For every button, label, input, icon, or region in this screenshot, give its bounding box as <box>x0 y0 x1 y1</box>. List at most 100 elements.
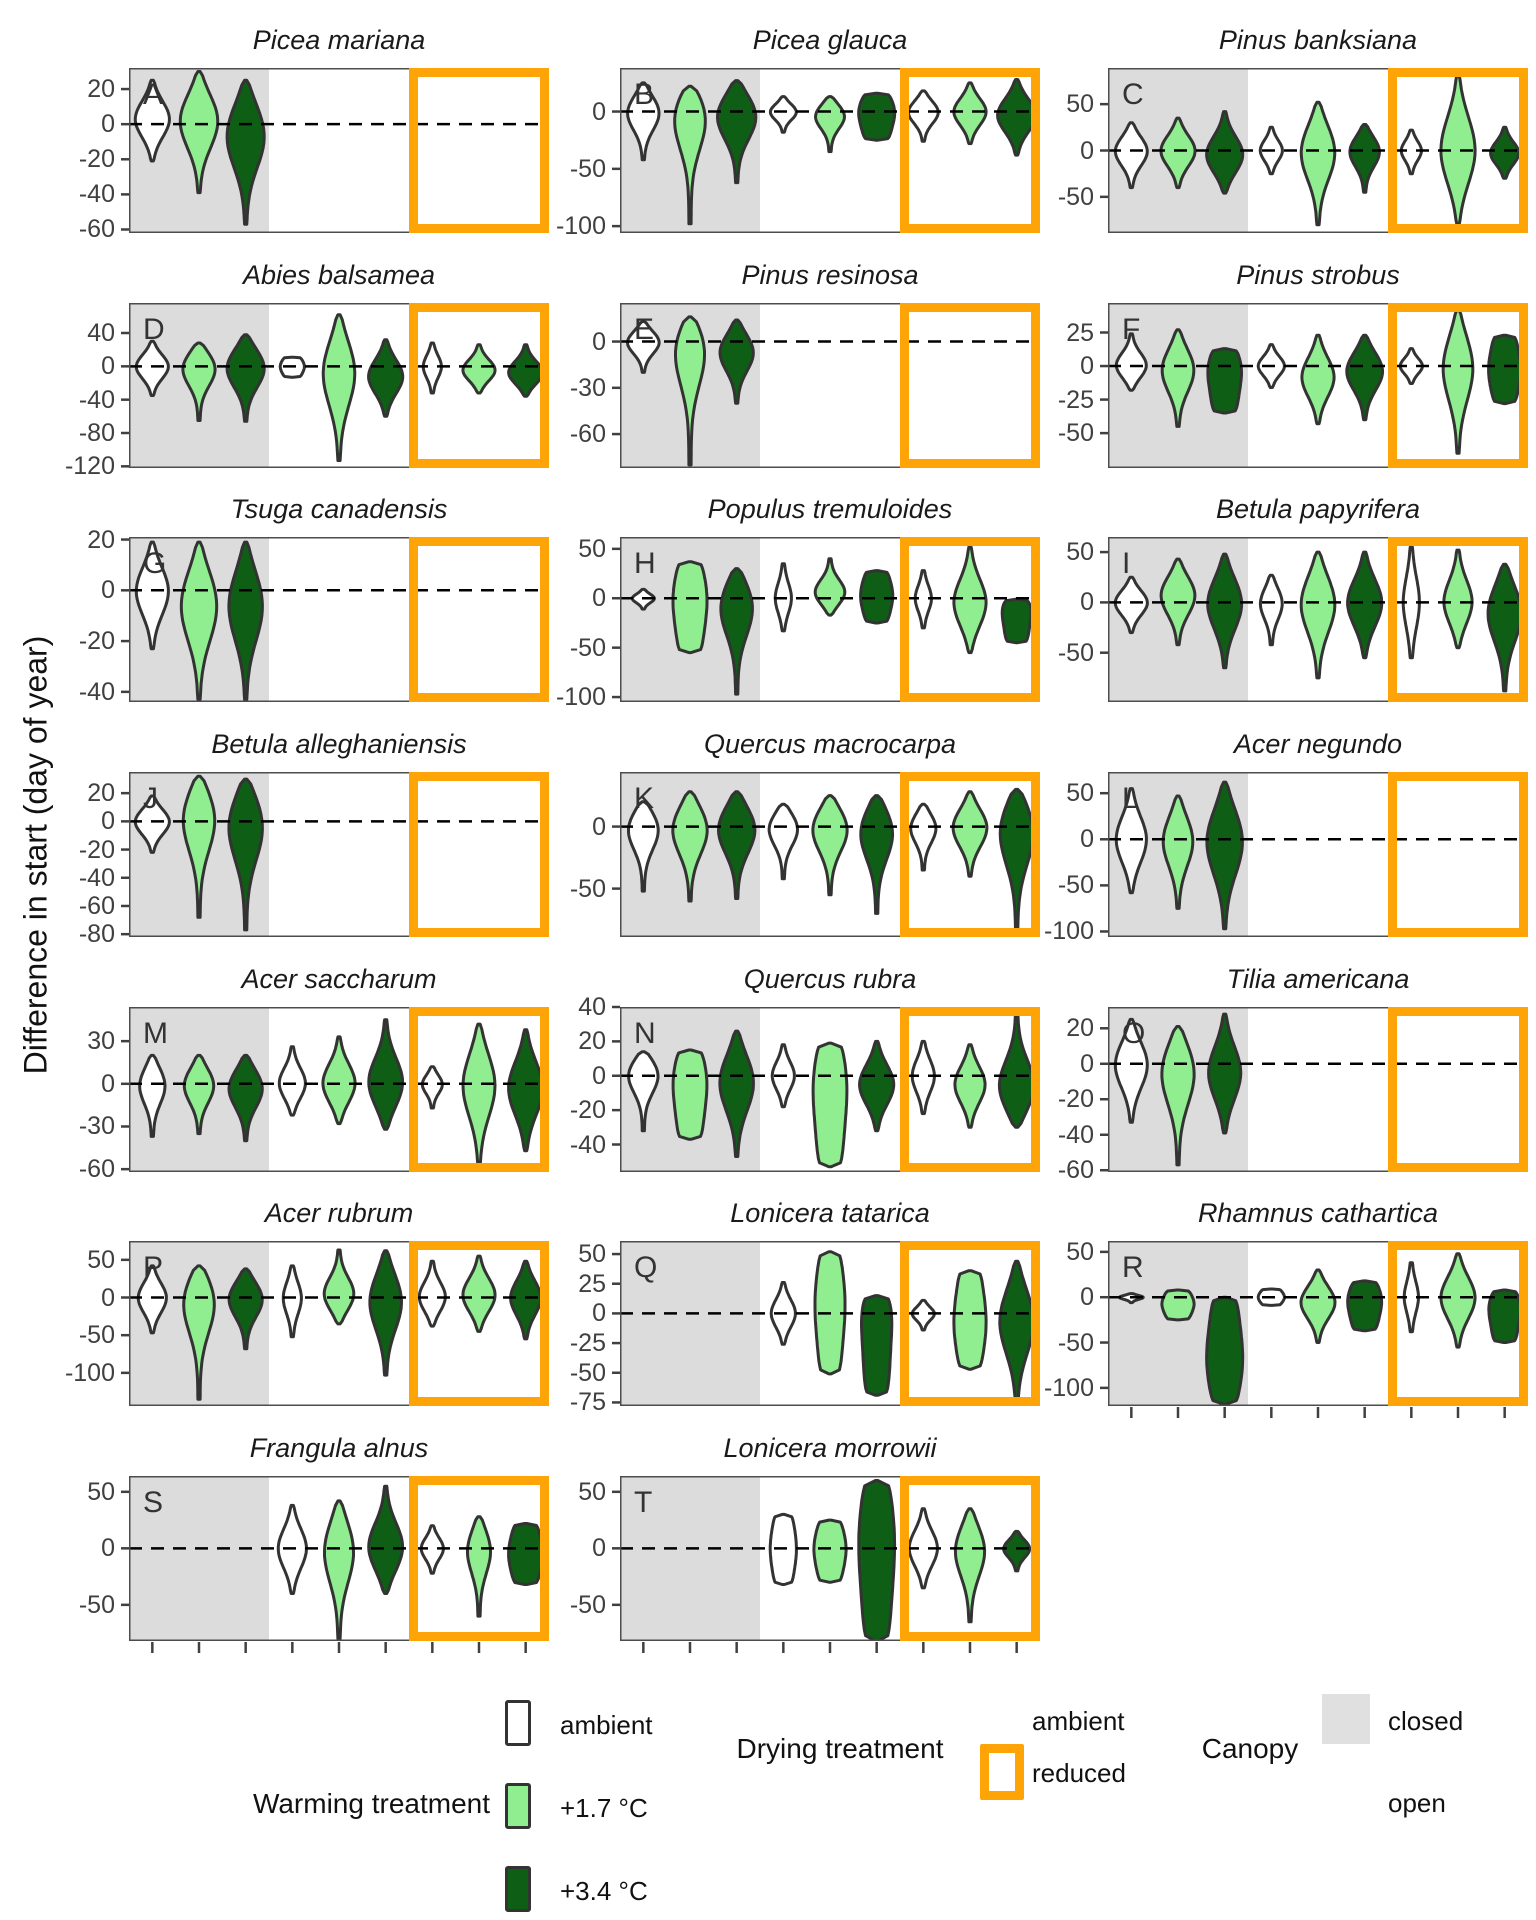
violin-slot7-warm0 <box>1398 347 1424 385</box>
violin-slot1-warm0 <box>138 1053 167 1138</box>
y-tick-label: 0 <box>592 584 606 613</box>
violin-slot3-warm2 <box>1206 347 1243 415</box>
reduced-drying-frame <box>409 303 549 468</box>
violin-slot3-warm2 <box>227 1267 264 1351</box>
panel-plot: B <box>612 68 1040 233</box>
panel-letter: J <box>143 782 158 815</box>
violin-slot5-warm1 <box>813 557 847 617</box>
panel-letter: N <box>634 1017 656 1050</box>
y-tick-label: -80 <box>78 920 115 949</box>
y-tick-label: 20 <box>578 1027 606 1056</box>
closed-canopy-band <box>129 1476 269 1641</box>
violin-slot3-warm2 <box>1205 1295 1245 1406</box>
reduced-drying-frame <box>409 537 549 702</box>
violin-slot1-warm0 <box>136 1264 168 1335</box>
violin-slot9-warm2 <box>1002 1529 1032 1573</box>
panel-title: Abies balsamea <box>242 260 436 290</box>
legend-label-warming-ambient: ambient <box>560 1710 653 1740</box>
violin-slot8-warm1 <box>1439 1252 1477 1349</box>
violin-slot3-warm2 <box>718 1029 755 1158</box>
panel-letter: R <box>1122 1251 1144 1284</box>
violin-slot2-warm1 <box>671 560 709 655</box>
panel-title: Quercus rubra <box>743 964 917 994</box>
reduced-drying-frame <box>409 68 549 233</box>
legend-canopy-title: Canopy <box>1201 1733 1299 1764</box>
reduced-drying-frame <box>900 1007 1040 1172</box>
panel-letter: D <box>143 313 165 346</box>
y-tick-label: 0 <box>592 1299 606 1328</box>
violin-slot4-warm0 <box>1258 573 1284 647</box>
violin-slot8-warm1 <box>952 545 988 655</box>
legend-swatch-reduced <box>980 1744 1024 1800</box>
y-tick-label: -50 <box>78 1590 115 1619</box>
violin-slot7-warm0 <box>907 1507 939 1590</box>
violin-slot8-warm1 <box>461 1022 497 1167</box>
violin-slot8-warm1 <box>951 790 989 878</box>
y-tick-label: 20 <box>87 779 115 808</box>
violin-slot1-warm0 <box>134 339 170 397</box>
violin-slot7-warm0 <box>421 341 443 395</box>
reduced-drying-frame <box>1388 303 1528 468</box>
violin-slot2-warm1 <box>671 1048 709 1141</box>
y-tick-label: -60 <box>78 1155 115 1184</box>
panel-title: Tilia americana <box>1226 964 1410 994</box>
panel-letter: M <box>143 1017 168 1050</box>
violin-slot7-warm0 <box>419 1524 445 1575</box>
panel-title: Rhamnus cathartica <box>1197 1198 1439 1228</box>
y-tick-label: 40 <box>578 993 606 1021</box>
violin-slot8-warm1 <box>953 1043 987 1129</box>
y-tick-label: 50 <box>1066 90 1094 119</box>
y-tick-label: -80 <box>78 419 115 447</box>
violin-slot7-warm0 <box>910 1298 936 1332</box>
y-tick-label: -50 <box>1057 871 1094 900</box>
y-tick-label: -20 <box>78 835 115 864</box>
violin-slot2-warm1 <box>1159 116 1197 190</box>
y-tick-label: -50 <box>569 154 606 183</box>
panel-plot: P <box>121 1241 549 1406</box>
panel-K: Quercus macrocarpa 0 -50 K <box>510 727 1060 972</box>
violin-slot5-warm1 <box>321 313 357 462</box>
violin-slot9-warm2 <box>507 1028 545 1153</box>
violin-slot3-warm2 <box>225 333 266 423</box>
panel-plot: D <box>121 303 549 468</box>
violin-slot2-warm1 <box>181 341 217 422</box>
panel-title: Pinus banksiana <box>1218 25 1418 55</box>
panel-title: Betula papyrifera <box>1215 494 1421 524</box>
violin-slot9-warm2 <box>1489 125 1521 180</box>
violin-slot6-warm2 <box>859 794 895 915</box>
legend-swatch-closed <box>1322 1694 1370 1744</box>
y-tick-label: -40 <box>78 677 115 706</box>
violin-slot3-warm2 <box>227 540 264 701</box>
y-tick-label: -60 <box>78 215 115 244</box>
violin-slot2-warm1 <box>1160 328 1196 428</box>
violin-slot9-warm2 <box>1000 597 1033 645</box>
panel-title: Picea glauca <box>752 25 908 55</box>
violin-slot8-warm1 <box>466 1515 492 1618</box>
violin-slot1-warm0 <box>134 540 170 651</box>
y-tick-label: 0 <box>592 327 606 356</box>
panel-C: Pinus banksiana 50 0 -50 C <box>998 23 1536 268</box>
violin-slot6-warm2 <box>368 1249 403 1377</box>
violin-slot3-warm2 <box>717 790 757 900</box>
violin-slot5-warm1 <box>811 1041 849 1169</box>
y-tick-label: -25 <box>569 1329 606 1358</box>
panel-plot: G <box>121 537 549 702</box>
violin-slot6-warm2 <box>857 91 897 142</box>
y-tick-label: -50 <box>569 874 606 903</box>
panel-title: Pinus strobus <box>1236 260 1400 290</box>
reduced-drying-frame <box>409 1241 549 1406</box>
y-tick-label: -60 <box>78 891 115 920</box>
violin-slot1-warm0 <box>1114 787 1148 895</box>
y-tick-label: 0 <box>592 1534 606 1563</box>
panel-M: Acer saccharum 30 0 -30 -60 M <box>19 962 569 1207</box>
reduced-drying-frame <box>409 1476 549 1641</box>
violin-slot1-warm0 <box>133 78 171 163</box>
violin-slot6-warm2 <box>1346 1279 1384 1333</box>
violin-slot3-warm2 <box>718 318 755 405</box>
panel-letter: T <box>634 1486 652 1519</box>
panel-T: Lonicera morrowii 50 0 -50 T <box>510 1431 1060 1676</box>
legend-swatch-ambient <box>505 1700 531 1746</box>
panel-letter: P <box>143 1251 163 1284</box>
violin-slot9-warm2 <box>509 1259 543 1341</box>
violin-slot1-warm0 <box>1113 575 1149 635</box>
